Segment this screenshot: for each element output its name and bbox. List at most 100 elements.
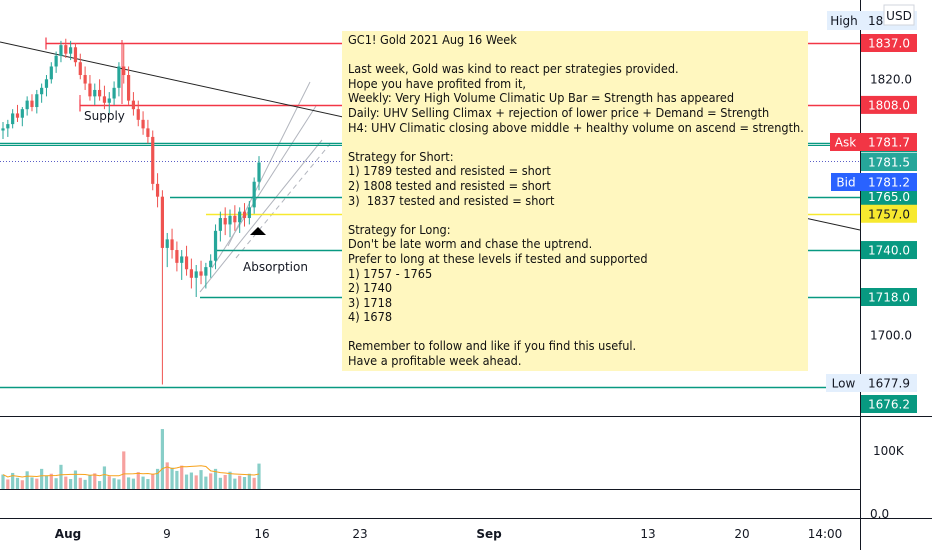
- supply-label: Supply: [84, 109, 125, 123]
- note-line: [348, 48, 802, 63]
- volume-bar: [170, 467, 174, 490]
- candle-body: [242, 211, 247, 219]
- volume-tick-100k: 100K: [873, 444, 905, 458]
- candle-body: [44, 79, 49, 88]
- note-line: Daily: UHV Selling Climax + rejection of…: [348, 104, 770, 120]
- volume-bar: [44, 475, 49, 490]
- candle-body: [209, 260, 213, 268]
- candle-body: [233, 215, 237, 223]
- high-marker-label: High: [830, 14, 858, 28]
- volume-bar: [238, 475, 242, 490]
- candle-body: [49, 66, 53, 80]
- current-price-label-box: [861, 153, 917, 171]
- resistance-1808-label-box: [861, 95, 917, 114]
- price-axis-labels: 1700.01820.0100K0.01837.01808.01790.0176…: [826, 4, 917, 521]
- volume-bar: [136, 472, 140, 490]
- candle-body: [40, 87, 44, 95]
- support-1765-label-box: [861, 187, 917, 206]
- channel-line: [211, 105, 317, 269]
- candle-body: [1, 128, 5, 131]
- volume-bar: [20, 480, 24, 490]
- channel-line: [227, 81, 311, 247]
- volume-bar: [180, 465, 184, 490]
- support-1740-label-box: [861, 241, 917, 260]
- volume-bar: [102, 466, 107, 490]
- x-tick-Sep: Sep: [476, 527, 502, 541]
- candle-body: [107, 98, 111, 103]
- candle-body: [228, 215, 232, 225]
- volume-bar: [49, 473, 53, 490]
- note-line: Weekly: Very High Volume Climatic Up Bar…: [348, 90, 735, 106]
- volume-bar: [257, 463, 261, 490]
- candles: [1, 38, 261, 385]
- note-line: Prefer to long at these levels if tested…: [348, 250, 648, 266]
- candle-body: [83, 75, 87, 84]
- candle-body: [126, 75, 131, 101]
- candle-body: [25, 100, 29, 110]
- note-line: 4) 1678: [348, 309, 393, 325]
- candle-body: [151, 136, 155, 184]
- note-line: Remember to follow and like if you find …: [348, 338, 637, 354]
- volume-bar: [126, 477, 131, 490]
- volume-bar: [122, 451, 126, 490]
- low-marker-label: Low: [832, 377, 856, 391]
- volume-bar: [189, 472, 193, 490]
- support-1718-label-box: [861, 288, 917, 306]
- volume-bar: [175, 470, 179, 490]
- note-line: 1) 1757 - 1765: [348, 265, 433, 281]
- candle-body: [194, 271, 198, 278]
- volume-tick-0: 0.0: [870, 507, 889, 521]
- candle-body: [252, 181, 256, 208]
- candle-body: [59, 45, 63, 56]
- volume-bar: [155, 468, 160, 490]
- candle-body: [170, 239, 174, 251]
- bid-marker-label: Bid: [836, 176, 855, 190]
- candle-body: [146, 128, 150, 137]
- note-line: 3) 1718: [348, 294, 393, 310]
- note-line: Have a profitable week ahead.: [348, 353, 522, 369]
- volume-bar: [25, 471, 29, 490]
- volume-bar: [112, 478, 116, 490]
- volume-bar: [146, 479, 150, 490]
- volume-bar: [54, 478, 58, 490]
- bid-marker-box: [831, 173, 861, 191]
- x-tick-16: 16: [254, 527, 269, 541]
- volume-bar: [83, 479, 87, 490]
- volume-bar: [209, 473, 213, 490]
- volume-bar: [213, 468, 218, 490]
- candle-body: [238, 211, 242, 223]
- resistance-1837-label-value: 1837.0: [868, 37, 910, 51]
- volume-bar: [11, 472, 15, 490]
- volume-bar: [40, 468, 44, 490]
- currency-box: [883, 4, 915, 26]
- candle-body: [54, 55, 58, 67]
- volume-bar: [204, 476, 208, 490]
- volume-ma-line: [2, 465, 260, 478]
- volume-bar: [64, 476, 68, 490]
- candle-body: [15, 113, 20, 118]
- note-line: 3) 1837 tested and resisted = short: [348, 192, 555, 208]
- analysis-note[interactable]: GC1! Gold 2021 Aug 16 Week Last week, Gol…: [342, 31, 808, 371]
- volume-bar: [1, 474, 5, 490]
- volume-bar: [184, 474, 189, 490]
- candle-body: [223, 218, 227, 225]
- ask-value-box: [861, 133, 917, 151]
- resistance-1837-label-box: [861, 34, 917, 52]
- volume-bar: [151, 473, 155, 490]
- candle-body: [189, 269, 193, 278]
- candle-body: [160, 196, 164, 248]
- low-line-label-value: 1676.2: [868, 398, 910, 412]
- candle-body: [199, 271, 203, 276]
- x-tick-14:00: 14:00: [808, 527, 843, 541]
- absorption-label: Absorption: [243, 260, 308, 274]
- x-tick-20: 20: [734, 527, 749, 541]
- volume-bar: [6, 479, 10, 490]
- high-marker-box: [827, 11, 861, 30]
- volume-bar: [78, 477, 82, 490]
- note-line: 2) 1740: [348, 280, 393, 296]
- x-tick-Aug: Aug: [55, 527, 81, 541]
- channel-line: [235, 143, 331, 259]
- price-tick-1700.0: 1700.0: [870, 328, 912, 342]
- candle-body: [69, 47, 73, 54]
